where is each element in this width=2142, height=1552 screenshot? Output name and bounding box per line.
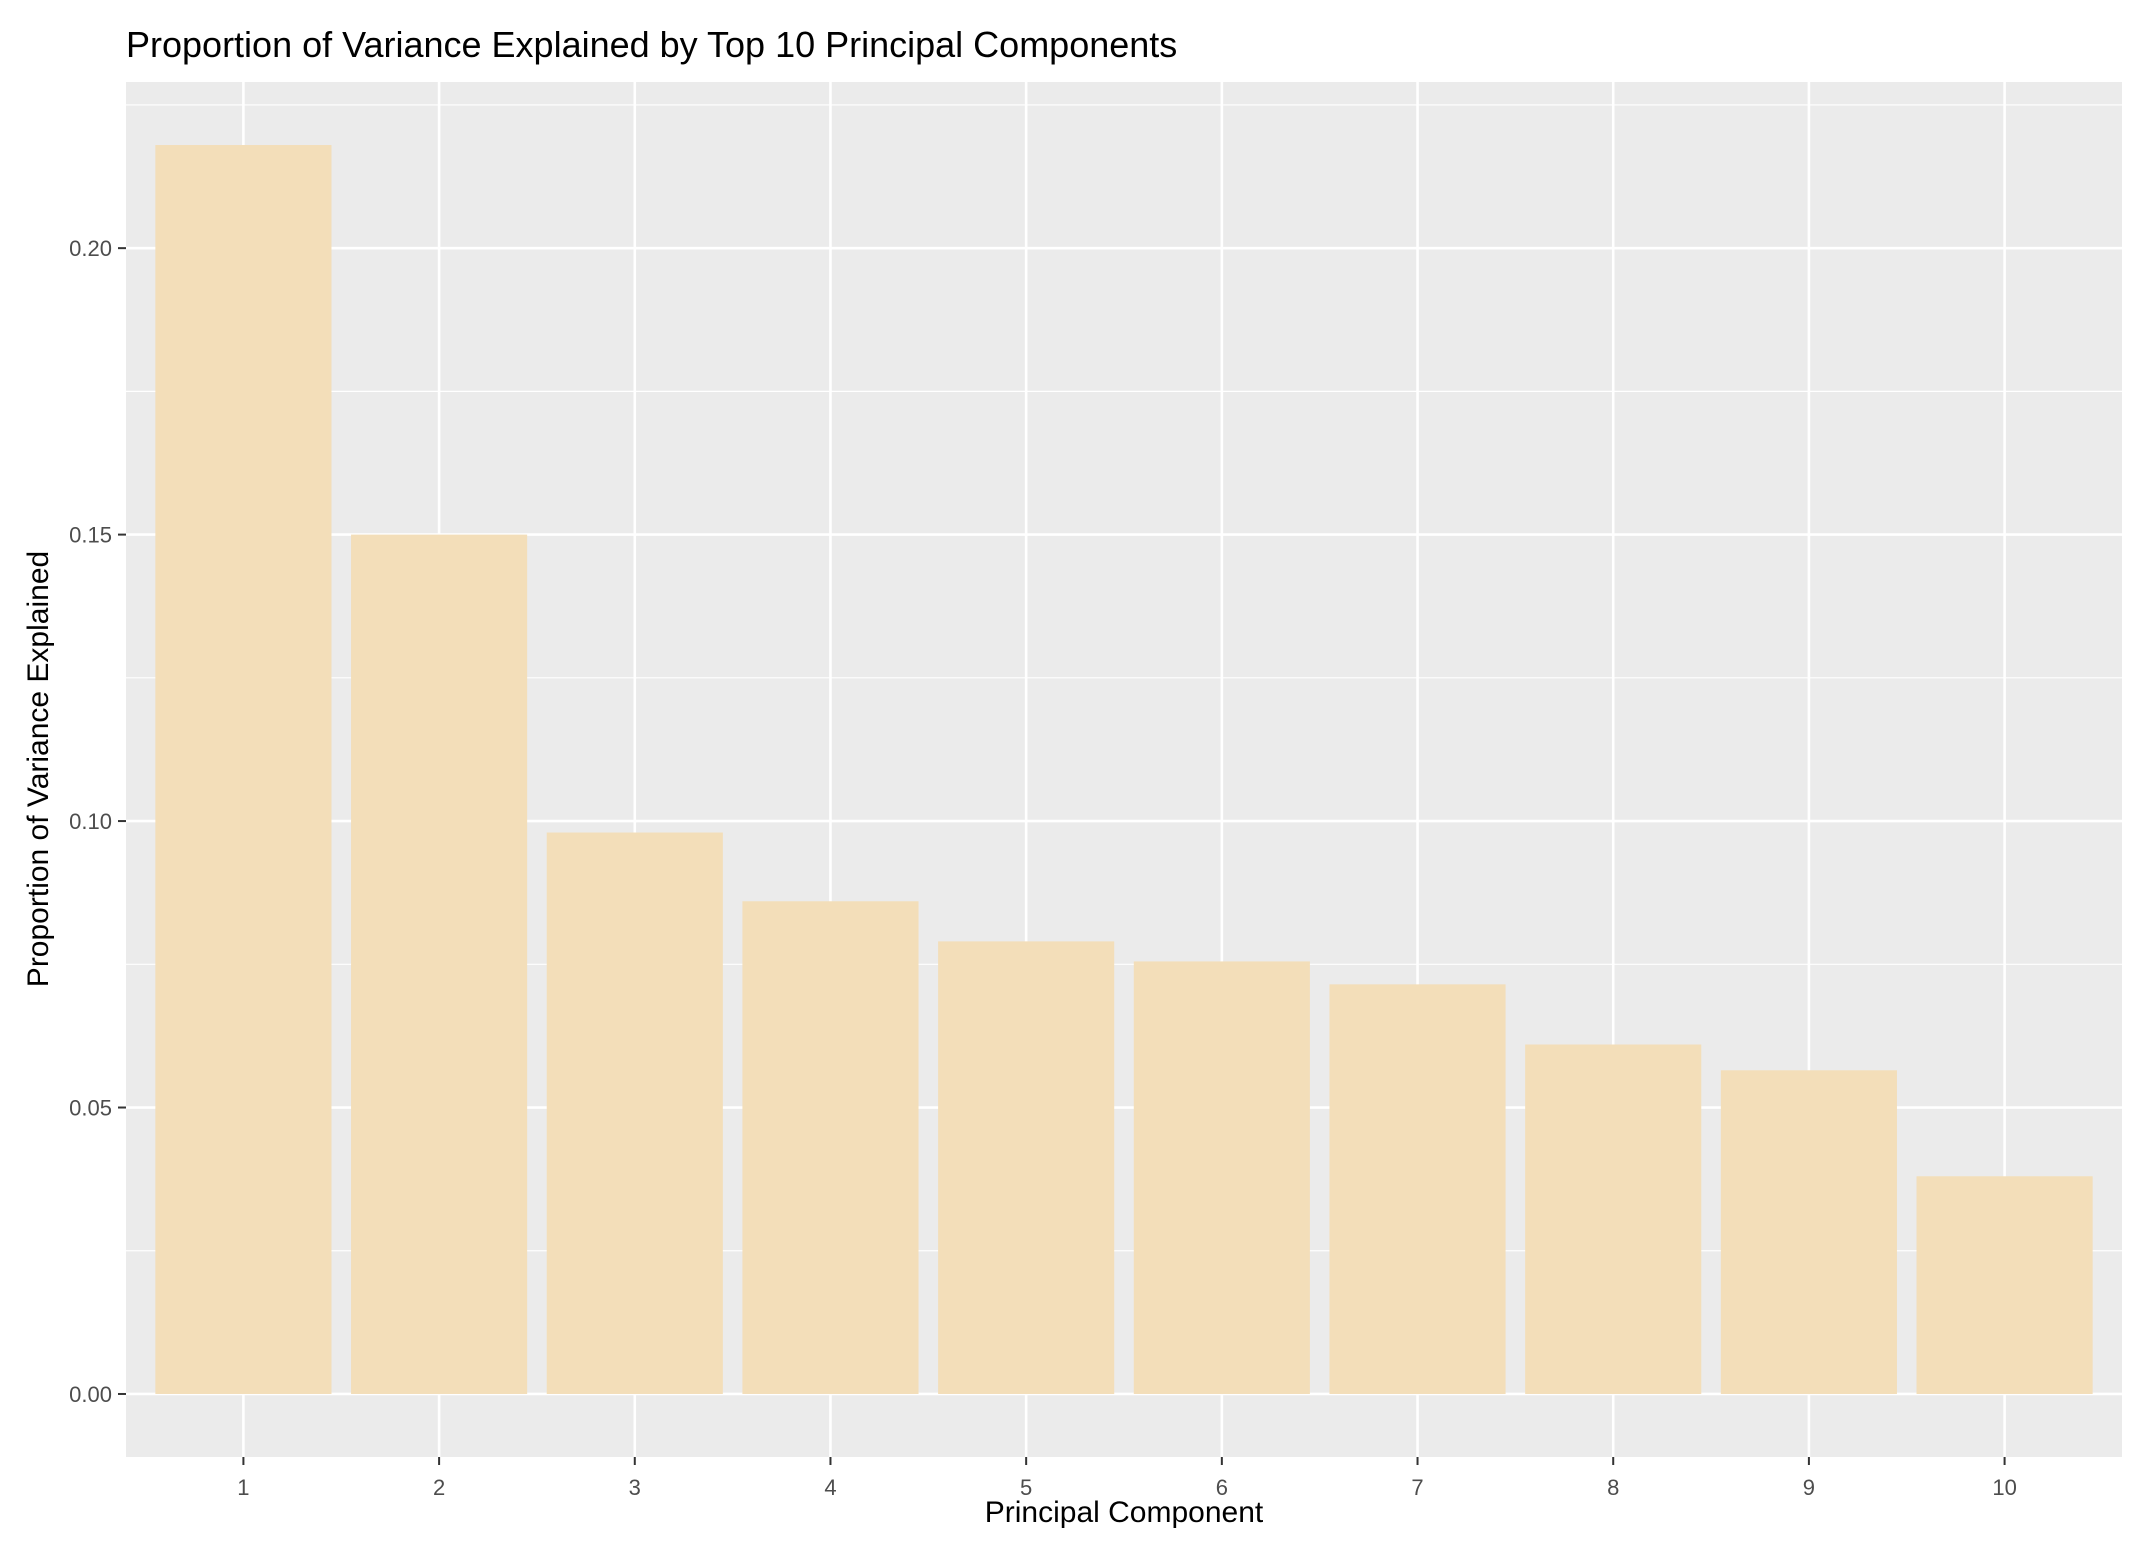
x-tick-label: 6 (1216, 1475, 1228, 1500)
x-axis-label: Principal Component (985, 1496, 1264, 1529)
x-tick-label: 3 (629, 1475, 641, 1500)
y-tick-label: 0.05 (69, 1096, 112, 1121)
bar-pc-5 (938, 941, 1115, 1394)
y-axis: 0.00 0.05 0.10 0.15 0.20 (69, 236, 126, 1407)
x-tick-label: 10 (1992, 1475, 2016, 1500)
bar-pc-7 (1329, 984, 1506, 1394)
x-tick-label: 2 (433, 1475, 445, 1500)
bar-pc-3 (546, 832, 723, 1394)
bar-pc-8 (1525, 1044, 1702, 1394)
chart-title: Proportion of Variance Explained by Top … (126, 24, 1177, 65)
y-tick-label: 0.10 (69, 809, 112, 834)
bar-pc-2 (351, 534, 528, 1394)
bar-pc-1 (155, 145, 332, 1394)
x-tick-label: 1 (237, 1475, 249, 1500)
bar-pc-9 (1720, 1070, 1897, 1394)
x-tick-label: 7 (1411, 1475, 1423, 1500)
x-axis: 1 2 3 4 5 6 7 8 9 10 (237, 1457, 2017, 1500)
y-axis-label: Proportion of Variance Explained (22, 551, 55, 987)
y-tick-label: 0.15 (69, 523, 112, 548)
x-tick-label: 9 (1803, 1475, 1815, 1500)
x-tick-label: 4 (824, 1475, 836, 1500)
y-tick-label: 0.00 (69, 1382, 112, 1407)
y-tick-label: 0.20 (69, 236, 112, 261)
x-tick-label: 8 (1607, 1475, 1619, 1500)
bar-pc-10 (1916, 1176, 2093, 1394)
bar-pc-6 (1133, 961, 1310, 1394)
x-tick-label: 5 (1020, 1475, 1032, 1500)
bar-pc-4 (742, 901, 919, 1394)
bars (155, 145, 2093, 1394)
